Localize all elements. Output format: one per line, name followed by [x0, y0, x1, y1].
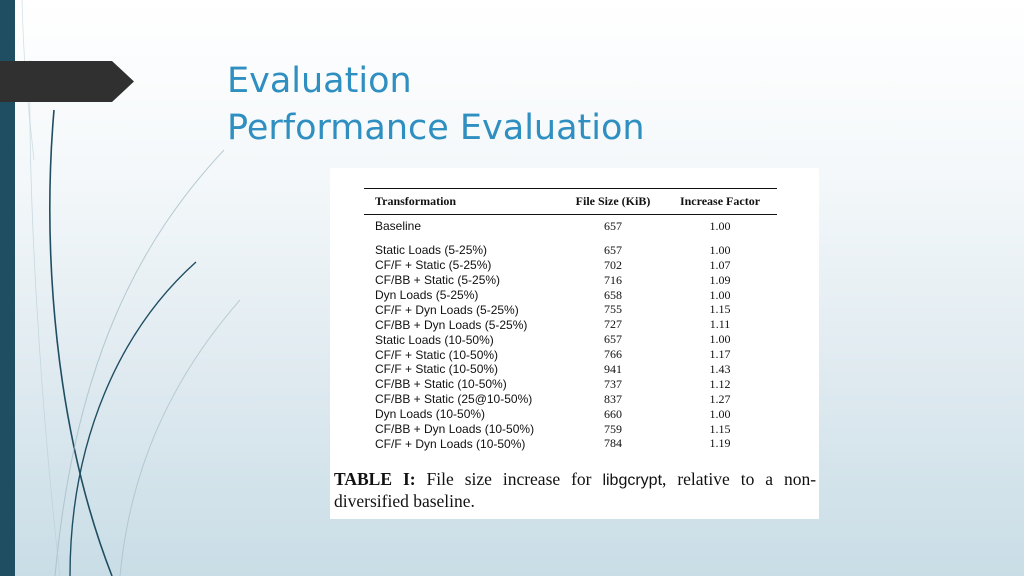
- header-transformation: Transformation: [375, 194, 457, 208]
- title-line-1: Evaluation: [227, 61, 412, 101]
- cell-transformation: CF/BB + Dyn Loads (10-50%): [375, 422, 535, 437]
- table-row: CF/F + Static (5-25%) 702 1.07: [364, 258, 777, 273]
- cell-increase-factor: 1.00: [709, 406, 731, 421]
- table-header-row: Transformation File Size (KiB) Increase …: [364, 189, 777, 214]
- cell-increase-factor: 1.11: [709, 317, 731, 332]
- table-row: CF/F + Dyn Loads (10-50%) 784 1.19: [364, 436, 777, 451]
- table-row: CF/F + Dyn Loads (5-25%) 755 1.15: [364, 302, 777, 317]
- cell-increase-factor: 1.27: [709, 391, 731, 406]
- cell-transformation: CF/F + Static (10-50%): [375, 347, 499, 362]
- cell-file-size: 784: [604, 436, 622, 451]
- title-pointer-tab: [0, 61, 134, 102]
- cell-increase-factor: 1.07: [709, 257, 731, 272]
- cell-file-size: 737: [604, 376, 622, 391]
- table-row: CF/BB + Static (25@10-50%) 837 1.27: [364, 392, 777, 407]
- cell-file-size: 658: [604, 287, 622, 302]
- title-line-2: Performance Evaluation: [227, 108, 645, 148]
- cell-transformation: Dyn Loads (10-50%): [375, 407, 486, 422]
- table-row: CF/BB + Static (10-50%) 737 1.12: [364, 377, 777, 392]
- table-row: Static Loads (5-25%) 657 1.00: [364, 243, 777, 258]
- table-row: Static Loads (10-50%) 657 1.00: [364, 332, 777, 347]
- table-figure: Transformation File Size (KiB) Increase …: [330, 168, 819, 519]
- header-increase-factor: Increase Factor: [679, 194, 761, 208]
- cell-transformation: Dyn Loads (5-25%): [375, 288, 479, 302]
- cell-file-size: 755: [604, 302, 622, 317]
- cell-transformation: Baseline: [375, 219, 422, 234]
- table-top-rule: [364, 188, 777, 189]
- cell-file-size: 657: [604, 218, 622, 233]
- table-row: CF/F + Static (10-50%) 766 1.17: [364, 347, 777, 362]
- cell-file-size: 657: [604, 332, 622, 347]
- cell-transformation: CF/F + Static (10-50%): [375, 362, 499, 377]
- header-file-size: File Size (KiB): [575, 194, 651, 208]
- cell-increase-factor: 1.15: [709, 302, 731, 317]
- decorative-curves: [21, 0, 241, 576]
- cell-file-size: 657: [604, 242, 622, 257]
- table-row: Dyn Loads (10-50%) 660 1.00: [364, 407, 777, 422]
- table-row: Dyn Loads (5-25%) 658 1.00: [364, 288, 777, 303]
- caption-text-end: , relative to a non-diversified baseline…: [334, 469, 817, 511]
- table-row-baseline: Baseline 657 1.00: [364, 219, 777, 234]
- cell-increase-factor: 1.00: [709, 287, 731, 302]
- cell-increase-factor: 1.15: [709, 421, 731, 436]
- slide-title: Evaluation Performance Evaluation: [227, 58, 645, 152]
- caption-library-name: libgcrypt: [602, 472, 663, 489]
- table-caption: TABLE I: File size increase for libgcryp…: [334, 469, 816, 512]
- cell-transformation: CF/F + Dyn Loads (10-50%): [375, 436, 526, 451]
- cell-increase-factor: 1.12: [709, 376, 731, 391]
- table-row: CF/BB + Static (5-25%) 716 1.09: [364, 273, 777, 288]
- cell-increase-factor: 1.17: [709, 347, 731, 362]
- cell-file-size: 766: [604, 347, 622, 362]
- table-header-rule: [364, 214, 777, 215]
- cell-transformation: Static Loads (10-50%): [375, 332, 494, 347]
- cell-transformation: CF/BB + Static (10-50%): [375, 377, 507, 392]
- cell-transformation: CF/F + Static (5-25%): [375, 258, 492, 273]
- caption-text: File size increase for: [426, 469, 592, 489]
- cell-transformation: CF/F + Dyn Loads (5-25%): [375, 302, 519, 317]
- cell-file-size: 837: [604, 391, 622, 406]
- cell-file-size: 941: [604, 361, 622, 376]
- cell-file-size: 759: [604, 421, 622, 436]
- cell-increase-factor: 1.00: [709, 332, 731, 347]
- cell-file-size: 716: [604, 272, 622, 287]
- left-accent-bar: [0, 0, 15, 576]
- cell-increase-factor: 1.00: [709, 218, 731, 233]
- cell-transformation: Static Loads (5-25%): [375, 243, 488, 258]
- cell-transformation: CF/BB + Dyn Loads (5-25%): [375, 317, 528, 332]
- caption-label: TABLE I:: [334, 469, 416, 489]
- results-table: Transformation File Size (KiB) Increase …: [364, 188, 777, 451]
- cell-file-size: 702: [604, 257, 622, 272]
- cell-increase-factor: 1.19: [709, 436, 731, 451]
- cell-file-size: 660: [604, 406, 622, 421]
- table-row: CF/BB + Dyn Loads (5-25%) 727 1.11: [364, 317, 777, 332]
- table-row: CF/BB + Dyn Loads (10-50%) 759 1.15: [364, 422, 777, 437]
- table-row: CF/F + Static (10-50%) 941 1.43: [364, 362, 777, 377]
- cell-transformation: CF/BB + Static (25@10-50%): [375, 392, 533, 407]
- cell-increase-factor: 1.09: [709, 272, 731, 287]
- cell-increase-factor: 1.43: [709, 361, 731, 376]
- cell-file-size: 727: [604, 317, 622, 332]
- cell-transformation: CF/BB + Static (5-25%): [375, 273, 501, 288]
- cell-increase-factor: 1.00: [709, 242, 731, 257]
